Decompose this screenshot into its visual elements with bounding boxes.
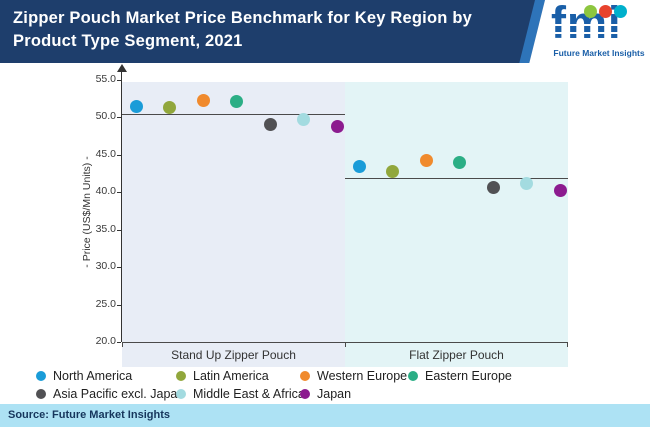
y-tick-mark	[117, 304, 121, 306]
data-point-latin-america	[386, 164, 399, 178]
data-point-middle-east-africa	[520, 176, 533, 190]
data-point-eastern-europe	[230, 95, 243, 109]
y-tick-mark	[117, 267, 121, 269]
data-point-north-america	[129, 99, 143, 113]
source-text: Source: Future Market Insights	[8, 409, 170, 421]
y-tick-mark	[117, 154, 121, 156]
y-tick-mark	[117, 342, 121, 343]
y-axis-line	[121, 72, 122, 342]
y-tick-label: 20.0	[95, 335, 116, 347]
y-axis-arrow-icon	[117, 64, 127, 72]
logo-badge-globe-icon	[614, 5, 627, 18]
logo-badge-flame-icon	[599, 5, 612, 18]
source-bar: Source: Future Market Insights	[0, 404, 650, 427]
data-point-japan	[553, 183, 567, 197]
segment-background-flat	[345, 82, 568, 367]
legend-marker-icon	[36, 371, 46, 381]
legend-marker-icon	[300, 371, 310, 381]
logo-subtext: Future Market Insights	[553, 48, 645, 58]
category-label-flat: Flat Zipper Pouch	[409, 348, 504, 362]
legend-label: Japan	[317, 387, 352, 401]
legend-marker-icon	[176, 371, 186, 381]
legend-marker-icon	[176, 389, 186, 399]
chart-legend: North America Latin America Western Europe…	[0, 366, 650, 404]
y-tick-label: 45.0	[95, 147, 116, 160]
y-tick-label: 40.0	[95, 185, 116, 198]
legend-label: Asia Pacific excl. Japan	[53, 387, 185, 401]
data-point-middle-east-africa	[297, 113, 310, 127]
logo-badge-leaf-icon	[584, 5, 597, 18]
benchmark-line	[122, 113, 345, 115]
data-point-asia-pacific-excl-japan	[486, 181, 500, 195]
legend-label: North America	[53, 369, 133, 383]
x-axis-tick	[567, 342, 568, 347]
y-tick-mark	[117, 117, 121, 119]
page-title: Zipper Pouch Market Price Benchmark for …	[13, 9, 472, 50]
category-label-stand-up: Stand Up Zipper Pouch	[171, 348, 296, 362]
price-benchmark-chart: - Price (US$/Mn Units) - Stand Up Zipper…	[0, 63, 650, 404]
x-axis-tick	[345, 342, 346, 347]
legend-label: Middle East & Africa	[193, 387, 305, 401]
data-point-north-america	[352, 159, 366, 173]
logo-stripe-line	[552, 40, 642, 42]
y-axis-title: - Price (US$/Mn Units) -	[81, 156, 93, 268]
y-tick-label: 55.0	[95, 73, 116, 85]
benchmark-line	[345, 178, 568, 180]
legend-label: Eastern Europe	[425, 369, 512, 383]
y-tick-label: 50.0	[95, 110, 116, 123]
y-tick-label: 35.0	[95, 222, 116, 235]
data-point-western-europe	[196, 93, 210, 107]
legend-label: Western Europe	[317, 369, 408, 383]
legend-marker-icon	[36, 389, 46, 399]
y-tick-mark	[117, 192, 121, 194]
segment-background-stand-up	[122, 82, 345, 367]
header-bar: Zipper Pouch Market Price Benchmark for …	[0, 0, 650, 63]
x-axis-tick	[122, 342, 123, 347]
y-tick-label: 25.0	[95, 297, 116, 310]
y-tick-mark	[117, 229, 121, 231]
logo-stripe-line	[552, 24, 642, 26]
data-point-eastern-europe	[453, 155, 466, 169]
legend-label: Latin America	[193, 369, 269, 383]
legend-marker-icon	[300, 389, 310, 399]
data-point-western-europe	[419, 153, 433, 167]
data-point-asia-pacific-excl-japan	[263, 117, 277, 131]
data-point-latin-america	[163, 101, 176, 115]
y-tick-label: 30.0	[95, 260, 116, 273]
logo-stripe-line	[552, 32, 642, 34]
y-tick-mark	[117, 80, 121, 81]
data-point-japan	[330, 119, 344, 133]
legend-marker-icon	[408, 371, 418, 381]
